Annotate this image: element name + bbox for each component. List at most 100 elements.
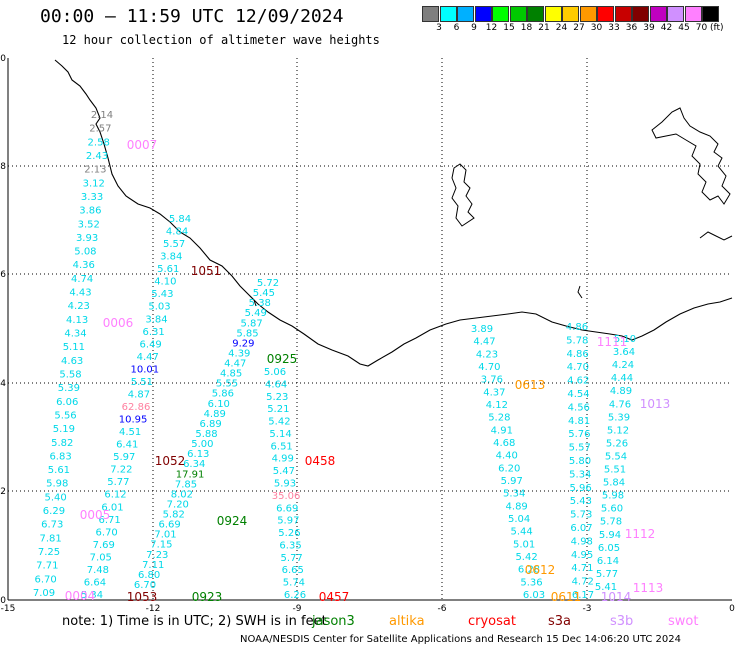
pass-time-label: 1014 xyxy=(601,590,632,604)
colorbar-level-label: 9 xyxy=(471,23,477,33)
wave-height-value: 5.47 xyxy=(273,466,295,477)
y-tick-label: 8 xyxy=(0,162,6,172)
coastline-detail xyxy=(249,285,583,307)
wave-height-value: 5.55 xyxy=(216,379,238,390)
wave-height-value: 5.77 xyxy=(281,553,303,564)
wave-height-value: 6.51 xyxy=(271,441,293,452)
wave-height-value: 5.06 xyxy=(264,367,286,378)
x-tick-label: -12 xyxy=(146,604,161,614)
wave-height-value: 17.91 xyxy=(176,469,205,480)
wave-height-value: 3.86 xyxy=(79,206,101,217)
wave-height-value: 4.87 xyxy=(128,389,150,400)
wave-height-value: 5.10 xyxy=(614,334,636,345)
wave-height-value: 5.94 xyxy=(599,530,621,541)
wave-height-value: 5.12 xyxy=(607,425,629,436)
wave-height-value: 6.64 xyxy=(84,577,106,588)
wave-height-value: 4.51 xyxy=(119,427,141,438)
wave-height-value: 5.84 xyxy=(603,478,625,489)
colorbar-swatch xyxy=(702,6,719,22)
wave-height-value: 6.12 xyxy=(104,490,126,501)
colorbar-unit: (ft) xyxy=(710,23,724,33)
wave-height-value: 4.86 xyxy=(566,322,588,333)
wave-height-value: 3.76 xyxy=(481,375,503,386)
colorbar-swatch xyxy=(667,6,684,22)
wave-height-value: 4.62 xyxy=(567,376,589,387)
wave-height-value: 5.45 xyxy=(253,288,275,299)
wave-height-value: 3.64 xyxy=(613,347,635,358)
wave-height-value: 5.14 xyxy=(269,429,291,440)
pass-time-label: 0613 xyxy=(515,378,546,392)
footer-note: note: 1) Time is in UTC; 2) SWH is in fe… xyxy=(62,614,327,629)
wave-height-value: 7.09 xyxy=(33,588,55,599)
wave-height-value: 4.36 xyxy=(73,260,95,271)
wave-height-value: 6.35 xyxy=(279,540,301,551)
chart-subtitle: 12 hour collection of altimeter wave hei… xyxy=(62,33,380,47)
wave-height-value: 4.89 xyxy=(610,386,632,397)
colorbar-swatch xyxy=(527,6,544,22)
footer-credit: NOAA/NESDIS Center for Satellite Applica… xyxy=(240,634,682,645)
y-tick-label: 6 xyxy=(0,270,6,280)
wave-height-value: 5.78 xyxy=(566,335,588,346)
wave-height-value: 6.69 xyxy=(276,503,298,514)
wave-height-value: 7.81 xyxy=(39,533,61,544)
wave-height-value: 6.26 xyxy=(284,590,306,601)
wave-height-value: 2.57 xyxy=(89,124,111,135)
wave-height-value: 5.77 xyxy=(107,477,129,488)
wave-height-value: 6.05 xyxy=(598,543,620,554)
wave-height-value: 10.95 xyxy=(119,415,148,426)
legend-altika: altika xyxy=(389,614,425,629)
wave-height-value: 6.17 xyxy=(572,590,594,601)
wave-height-value: 2.58 xyxy=(88,137,110,148)
wave-height-value: 5.60 xyxy=(601,504,623,515)
wave-height-value: 5.39 xyxy=(58,383,80,394)
wave-height-value: 5.72 xyxy=(257,278,279,289)
wave-height-value: 6.73 xyxy=(41,520,63,531)
pass-time-label: 0006 xyxy=(103,316,134,330)
colorbar-swatch xyxy=(649,6,667,22)
colorbar-swatch xyxy=(422,6,439,22)
colorbar-level-label: 24 xyxy=(555,23,568,33)
colorbar-swatch xyxy=(562,6,579,22)
colorbar-level-label: 36 xyxy=(625,23,638,33)
wave-height-value: 6.49 xyxy=(140,339,162,350)
wave-height-value: 4.72 xyxy=(572,577,594,588)
wave-height-value: 4.47 xyxy=(224,359,246,370)
wave-height-value: 5.57 xyxy=(569,443,591,454)
pass-time-label: 0004 xyxy=(65,589,96,603)
wave-height-value: 4.39 xyxy=(228,348,250,359)
wave-height-value: 6.41 xyxy=(116,440,138,451)
wave-height-value: 5.58 xyxy=(59,369,81,380)
pass-time-label: 0611 xyxy=(551,590,582,604)
wave-height-value: 3.93 xyxy=(76,233,98,244)
wave-height-value: 5.98 xyxy=(602,491,624,502)
wave-height-value: 4.74 xyxy=(71,274,93,285)
wave-height-value: 4.56 xyxy=(568,402,590,413)
wave-height-value: 5.00 xyxy=(191,439,213,450)
wave-height-value: 9.29 xyxy=(232,338,254,349)
wave-height-value: 4.70 xyxy=(478,362,500,373)
wave-height-value: 5.80 xyxy=(569,456,591,467)
wave-height-value: 4.86 xyxy=(566,349,588,360)
wave-height-value: 5.98 xyxy=(46,479,68,490)
colorbar-swatch xyxy=(474,6,492,22)
pass-time-label: 0612 xyxy=(525,563,556,577)
wave-height-value: 7.01 xyxy=(154,530,176,541)
pass-time-label: 0925 xyxy=(267,352,298,366)
colorbar-level-label: 12 xyxy=(485,23,498,33)
wave-height-value: 35.06 xyxy=(272,491,301,502)
altimeter-tracks: 2.14 2.57 2.58 2.43 2.13 3.12 3.33 3.86 3.52 3.93… xyxy=(33,110,636,601)
wave-height-value: 7.22 xyxy=(110,465,132,476)
x-tick-label: -15 xyxy=(1,604,16,614)
wave-height-value: 8.02 xyxy=(171,489,193,500)
wave-height-value: 5.44 xyxy=(510,527,532,538)
pass-time-label: 0924 xyxy=(217,514,248,528)
wave-height-value: 5.85 xyxy=(236,328,258,339)
wave-height-value: 6.80 xyxy=(138,570,160,581)
wave-height-value: 4.99 xyxy=(272,454,294,465)
pass-time-label: 1111 xyxy=(597,335,628,349)
y-tick-label: 4 xyxy=(0,379,6,389)
wave-height-value: 5.82 xyxy=(163,510,185,521)
pass-time-label: 0458 xyxy=(305,454,336,468)
x-tick-label: -9 xyxy=(293,604,302,614)
wave-height-value: 4.68 xyxy=(493,438,515,449)
